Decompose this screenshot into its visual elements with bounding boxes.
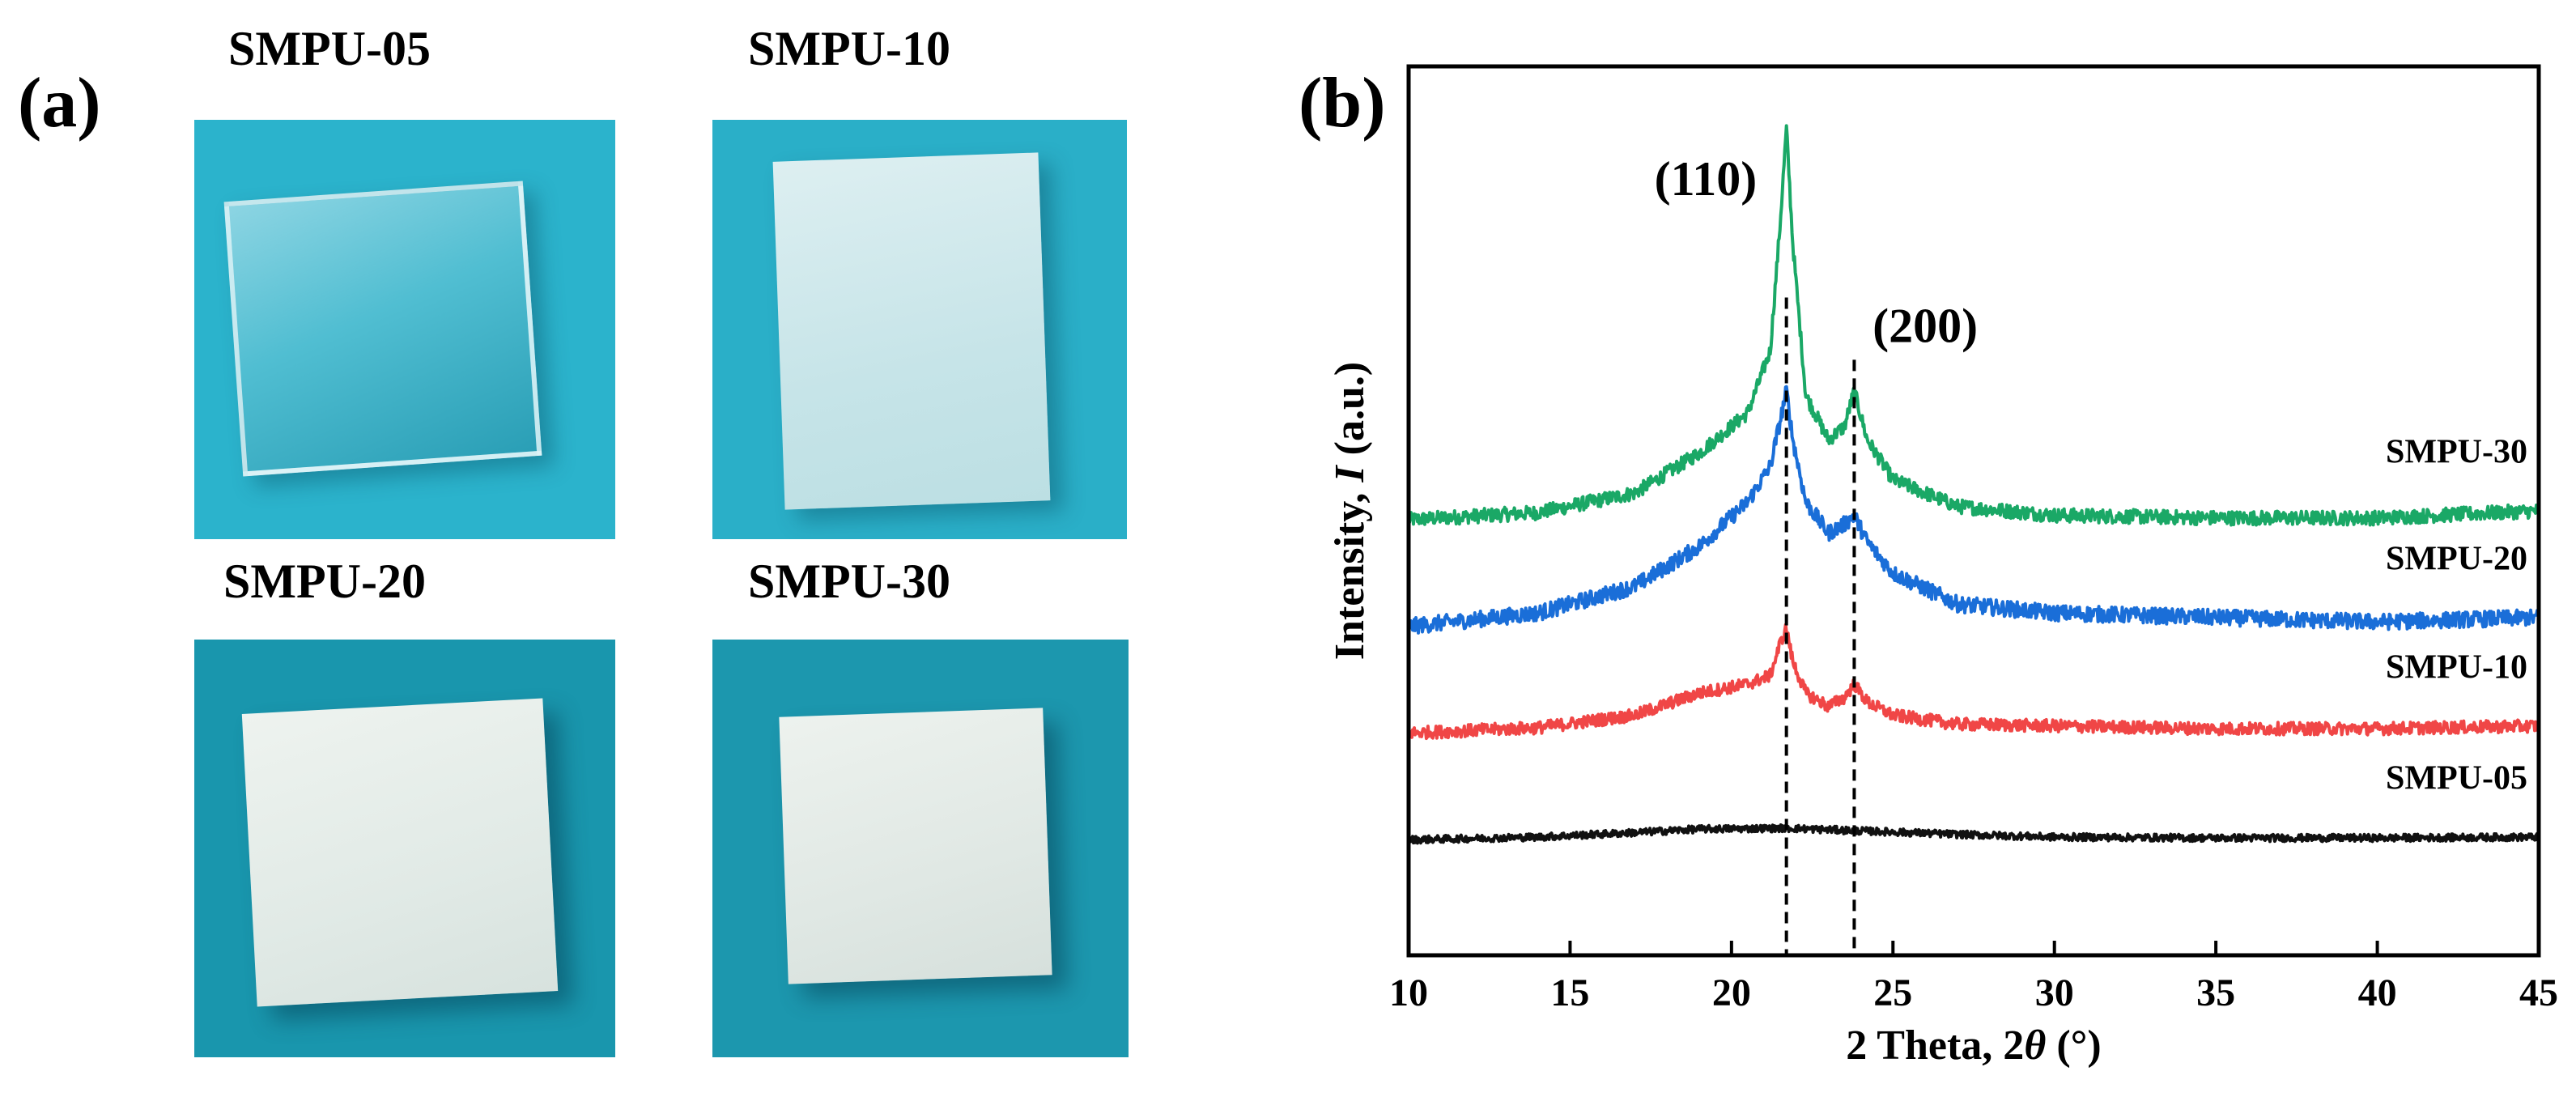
- x-tick-label-25: 25: [1873, 971, 1912, 1014]
- panel-a-label: (a): [18, 64, 101, 142]
- sample-title-smpu-30: SMPU-30: [748, 555, 950, 608]
- x-axis-label: 2 Theta, 2θ (°): [1846, 1022, 2102, 1069]
- x-axis-label-unit: (°): [2046, 1022, 2101, 1069]
- y-axis-label-symbol: I: [1327, 465, 1373, 483]
- reference-lines-layer: [1784, 297, 1856, 955]
- sample-photo-smpu-20: [194, 640, 615, 1057]
- y-axis-label-main: Intensity,: [1327, 482, 1373, 661]
- series-line-smpu-30: [1407, 124, 2540, 527]
- sample-title-smpu-20: SMPU-20: [223, 555, 426, 608]
- sample-title-smpu-10: SMPU-10: [748, 22, 950, 75]
- x-tick-label-45: 45: [2519, 971, 2558, 1014]
- series-line-smpu-05: [1407, 823, 2540, 845]
- peak-label-110: (110): [1655, 152, 1758, 206]
- x-tick-label-15: 15: [1550, 971, 1589, 1014]
- x-axis-label-main: 2 Theta, 2: [1846, 1022, 2024, 1069]
- series-line-smpu-10: [1407, 623, 2540, 741]
- sample-photo-smpu-05: [194, 120, 615, 539]
- x-tick-label-35: 35: [2196, 971, 2235, 1014]
- x-tick-label-40: 40: [2358, 971, 2397, 1014]
- sample-photo-smpu-10: [712, 120, 1127, 539]
- x-axis-label-symbol: θ: [2024, 1022, 2046, 1069]
- y-axis-label: Intensity, I (a.u.): [1327, 362, 1373, 660]
- annotation-layer: SMPU-30 SMPU-20 SMPU-10 SMPU-05 (110) (200): [1655, 152, 2527, 797]
- series-label-smpu-05: SMPU-05: [2386, 760, 2527, 797]
- sample-photo-smpu-30: [712, 640, 1129, 1057]
- x-tick-label-20: 20: [1712, 971, 1751, 1014]
- series-label-smpu-30: SMPU-30: [2386, 434, 2527, 471]
- series-layer: [1407, 124, 2540, 845]
- peak-label-200: (200): [1872, 299, 1978, 352]
- series-label-smpu-10: SMPU-10: [2386, 648, 2527, 686]
- x-axis-ticks: 10 15 20 25 30 35 40 45: [1389, 941, 2558, 1014]
- sample-title-smpu-05: SMPU-05: [228, 22, 431, 75]
- series-label-smpu-20: SMPU-20: [2386, 540, 2527, 577]
- x-tick-label-10: 10: [1389, 971, 1428, 1014]
- x-tick-label-30: 30: [2035, 971, 2074, 1014]
- y-axis-label-unit: (a.u.): [1327, 362, 1373, 466]
- plot-frame: [1406, 64, 2541, 958]
- panel-b-label: (b): [1299, 64, 1386, 142]
- series-line-smpu-20: [1407, 385, 2540, 635]
